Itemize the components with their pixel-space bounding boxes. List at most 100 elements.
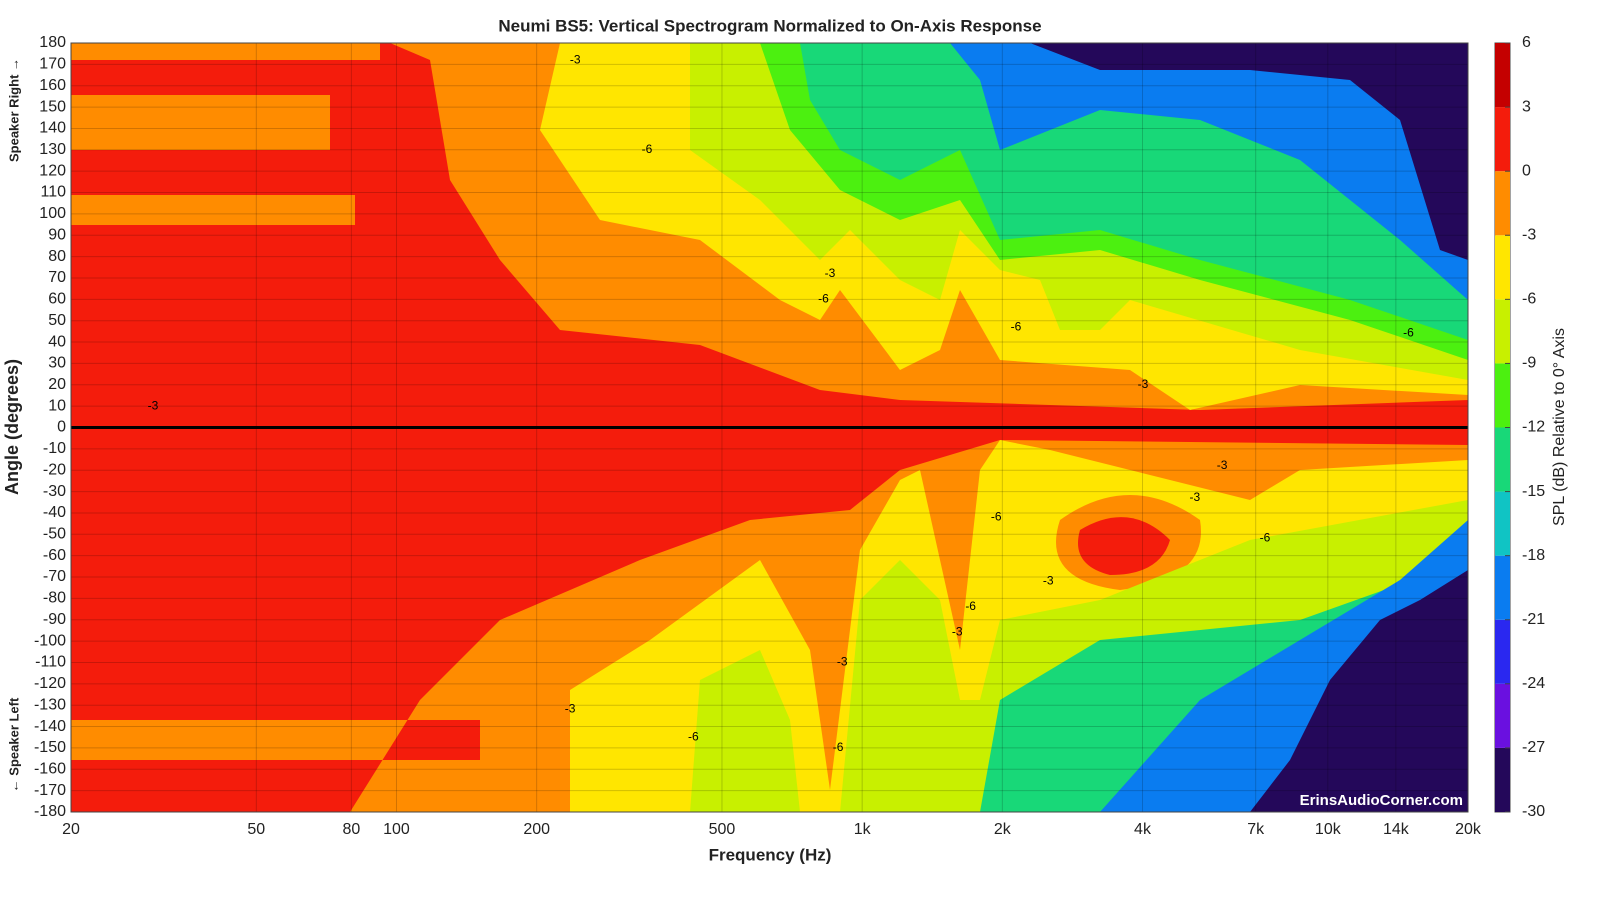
contour-label: -3: [570, 52, 581, 66]
watermark: ErinsAudioCorner.com: [1300, 792, 1463, 809]
contour-label: -6: [688, 729, 699, 743]
x-tick-label: 2k: [994, 821, 1012, 838]
contour-label: -3: [952, 625, 963, 639]
colorbar-band: [1495, 619, 1510, 684]
colorbar-tick-label: -6: [1522, 291, 1536, 308]
y-tick-label: 60: [48, 291, 66, 308]
contour-label: -6: [1403, 326, 1414, 340]
y-tick-label: -100: [34, 632, 66, 649]
contour-label: -6: [818, 292, 829, 306]
y-tick-label: -150: [34, 739, 66, 756]
x-tick-label: 100: [383, 821, 410, 838]
colorbar-band: [1495, 43, 1510, 108]
y-tick-label: 80: [48, 248, 66, 265]
y-tick-label: 130: [39, 141, 66, 158]
colorbar-tick-label: -12: [1522, 419, 1545, 436]
y-tick-label: 0: [57, 419, 66, 436]
colorbar-tick-label: -27: [1522, 739, 1545, 756]
contour-label: -6: [833, 740, 844, 754]
y-tick-label: 70: [48, 269, 66, 286]
y-tick-label: 150: [39, 98, 66, 115]
chart-title: Neumi BS5: Vertical Spectrogram Normaliz…: [498, 16, 1041, 35]
y-tick-label: 170: [39, 56, 66, 73]
colorbar-tick-label: -21: [1522, 611, 1545, 628]
y-tick-label: -170: [34, 782, 66, 799]
y-tick-label: -110: [35, 654, 66, 671]
x-tick-label: 4k: [1134, 821, 1152, 838]
colorbar-tick-label: 0: [1522, 162, 1531, 179]
x-tick-label: 500: [709, 821, 736, 838]
contour-label: -6: [991, 509, 1002, 523]
y-axis-label: Angle (degrees): [2, 359, 22, 495]
x-tick-label: 1k: [854, 821, 872, 838]
colorbar-tick-label: -30: [1522, 803, 1545, 820]
colorbar-label: SPL (dB) Relative to 0° Axis: [1551, 328, 1568, 526]
colorbar-tick-label: -3: [1522, 226, 1536, 243]
y-tick-label: 110: [40, 184, 66, 201]
y-label-bottom: ← Speaker Left: [6, 697, 21, 792]
colorbar-tick-label: 3: [1522, 98, 1531, 115]
colorbar-band: [1495, 363, 1510, 428]
y-tick-label: -50: [43, 526, 66, 543]
heatmap: [71, 43, 1468, 812]
y-tick-label: 10: [48, 397, 66, 414]
contour-label: -3: [1217, 458, 1228, 472]
x-tick-label: 20k: [1455, 821, 1482, 838]
y-tick-label: -160: [34, 760, 66, 777]
region: [1078, 517, 1170, 575]
x-axis-label: Frequency (Hz): [709, 845, 832, 864]
contour-label: -3: [837, 655, 848, 669]
colorbar-tick-label: 6: [1522, 34, 1531, 51]
y-tick-label: -40: [43, 504, 66, 521]
contour-label: -3: [1043, 573, 1054, 587]
contour-label: -6: [1011, 319, 1022, 333]
contour-label: -3: [825, 266, 836, 280]
y-tick-label: 50: [48, 312, 66, 329]
region: [1250, 570, 1468, 812]
x-tick-label: 200: [523, 821, 550, 838]
y-tick-label: 90: [48, 226, 66, 243]
plot-frame: [70, 42, 1469, 813]
colorbar-band: [1495, 107, 1510, 172]
y-tick-label: -130: [34, 696, 66, 713]
x-tick-label: 20: [62, 821, 80, 838]
y-tick-label: 20: [48, 376, 66, 393]
colorbar-tick-label: -9: [1522, 355, 1536, 372]
y-tick-label: -60: [43, 547, 66, 564]
colorbar-tick-label: -18: [1522, 547, 1545, 564]
y-tick-label: 160: [39, 77, 66, 94]
y-label-top: Speaker Right →: [6, 58, 21, 162]
y-tick-label: 100: [39, 205, 66, 222]
y-tick-label: 140: [39, 120, 66, 137]
x-tick-label: 50: [247, 821, 265, 838]
x-tick-label: 7k: [1247, 821, 1265, 838]
x-tick-label: 80: [342, 821, 360, 838]
y-tick-label: -70: [43, 568, 66, 585]
colorbar-band: [1495, 683, 1510, 748]
contour-label: -6: [1260, 531, 1271, 545]
region: [1030, 43, 1468, 260]
y-tick-label: -120: [34, 675, 66, 692]
y-tick-label: -20: [43, 461, 66, 478]
contour-label: -3: [1189, 490, 1200, 504]
contour-label: -6: [965, 599, 976, 613]
y-tick-label: -90: [43, 611, 66, 628]
colorbar-band: [1495, 555, 1510, 620]
colorbar-tick-label: -24: [1522, 675, 1545, 692]
colorbar-band: [1495, 235, 1510, 300]
colorbar-band: [1495, 491, 1510, 556]
colorbar-band: [1495, 747, 1510, 812]
colorbar-band: [1495, 427, 1510, 492]
colorbar-band: [1495, 171, 1510, 236]
colorbar-band: [1495, 299, 1510, 364]
contour-label: -3: [1138, 377, 1149, 391]
y-tick-label: -80: [43, 590, 66, 607]
x-tick-label: 14k: [1383, 821, 1410, 838]
y-tick-label: -140: [34, 718, 66, 735]
y-tick-label: -30: [43, 483, 66, 500]
contour-label: -3: [565, 702, 576, 716]
contour-label: -6: [642, 142, 653, 156]
y-tick-label: 120: [39, 162, 66, 179]
